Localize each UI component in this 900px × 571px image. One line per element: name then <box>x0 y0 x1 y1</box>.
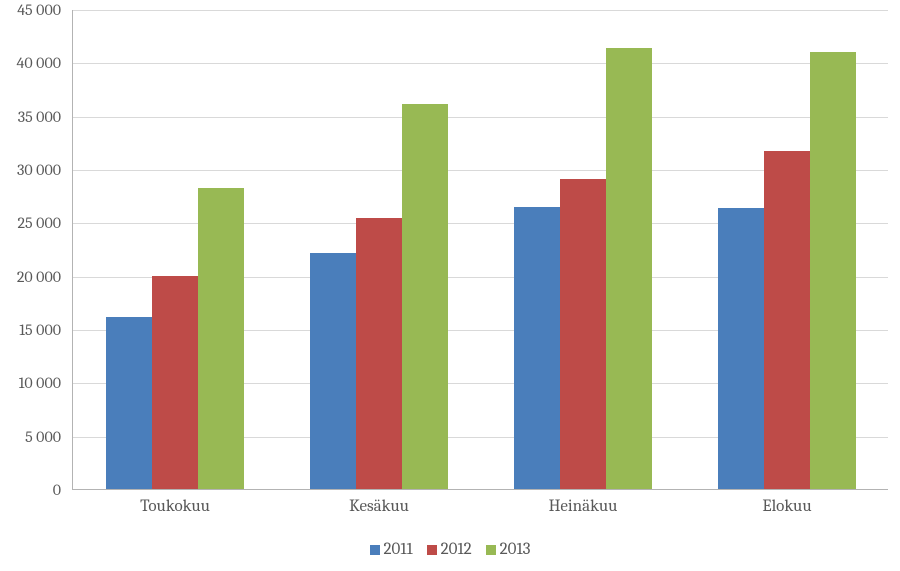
legend-label: 2011 <box>384 540 413 559</box>
bar <box>106 317 152 489</box>
y-axis-tick-label: 0 <box>53 481 73 499</box>
bar-chart: 0 5 000 10 000 15 000 20 000 25 000 30 000 35 0… <box>0 0 900 571</box>
x-axis-tick-label: Elokuu <box>762 489 811 516</box>
x-axis-tick-label: Toukokuu <box>140 489 210 516</box>
gridline <box>73 63 888 64</box>
y-axis-tick-label: 5 000 <box>25 428 73 446</box>
y-axis-tick-label: 45 000 <box>17 1 73 19</box>
gridline <box>73 10 888 11</box>
legend: 2011 2012 2013 <box>0 540 900 559</box>
y-axis-tick-label: 15 000 <box>19 321 73 339</box>
legend-label: 2013 <box>500 540 531 559</box>
bar <box>560 179 606 489</box>
bar <box>606 48 652 489</box>
bar <box>310 253 356 489</box>
y-axis-tick-label: 25 000 <box>18 214 74 232</box>
y-axis-tick-label: 10 000 <box>19 374 73 392</box>
x-axis-tick-label: Kesäkuu <box>349 489 409 516</box>
legend-item: 2012 <box>427 540 472 559</box>
y-axis-tick-label: 40 000 <box>17 54 73 72</box>
legend-swatch <box>370 545 380 555</box>
legend-swatch <box>427 545 437 555</box>
bar <box>514 207 560 489</box>
gridline <box>73 117 888 118</box>
y-axis-tick-label: 30 000 <box>17 161 73 179</box>
bar <box>198 188 244 489</box>
legend-label: 2012 <box>441 540 472 559</box>
legend-item: 2013 <box>486 540 531 559</box>
bar <box>356 218 402 489</box>
plot-area: 05 00010 00015 00020 00025 00030 00035 0… <box>72 10 888 490</box>
x-axis-tick-label: Heinäkuu <box>549 489 618 516</box>
bar <box>764 151 810 489</box>
legend-item: 2011 <box>370 540 413 559</box>
y-axis-tick-label: 20 000 <box>17 268 73 286</box>
bar <box>810 52 856 489</box>
bar <box>152 276 198 489</box>
y-axis-tick-label: 35 000 <box>18 108 73 126</box>
bar <box>402 104 448 489</box>
legend-swatch <box>486 545 496 555</box>
bar <box>718 208 764 489</box>
